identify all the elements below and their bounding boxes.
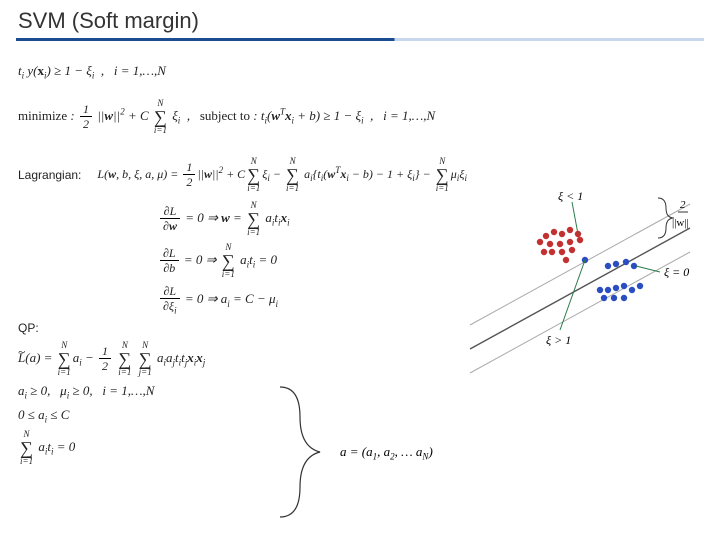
svg-text:ξ > 1: ξ > 1: [546, 333, 571, 347]
slide-title: SVM (Soft margin): [0, 0, 720, 38]
lagrangian-label: Lagrangian:: [18, 168, 81, 182]
lagrangian-line: Lagrangian: L(w, b, ξ, a, μ) = 12||w||2 …: [18, 157, 702, 193]
svg-text:ξ < 1: ξ < 1: [558, 190, 583, 203]
svg-text:||w||: ||w||: [672, 217, 689, 229]
brace-result: a = (a1, a2, … aN): [270, 382, 470, 527]
minimize-line: minimize : 12 ||w||2 + C N∑i=1 ξi , subj…: [18, 99, 702, 135]
constraint-line: ti y(xi) ≥ 1 − ξi , i = 1,…,N: [18, 63, 702, 81]
svm-diagram: 2 ||w|| ξ < 1 ξ = 0 ξ > 1: [450, 190, 710, 400]
svg-text:ξ = 0: ξ = 0: [664, 265, 689, 279]
svg-text:2: 2: [680, 199, 686, 211]
